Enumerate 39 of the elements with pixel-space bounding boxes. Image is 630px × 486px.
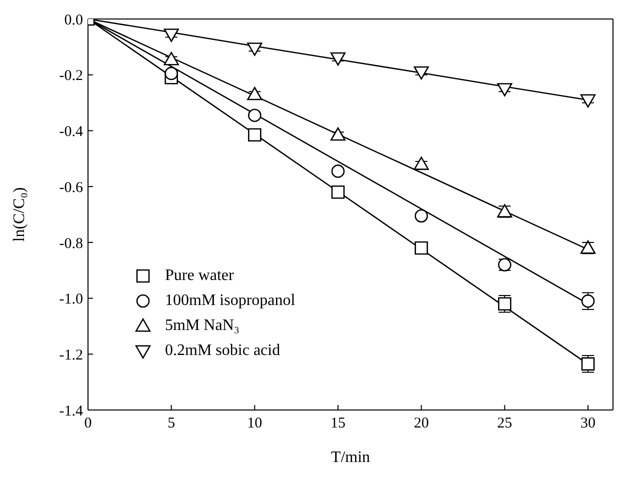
point	[164, 52, 179, 66]
point	[414, 156, 429, 170]
x-axis-title: T/min	[330, 449, 370, 466]
point	[248, 108, 262, 122]
point	[331, 164, 345, 178]
y-tick-label: -0.2	[59, 68, 83, 84]
y-tick-label: 0.0	[64, 12, 83, 28]
y-axis-title: ln(C/C₀)	[11, 187, 28, 242]
x-tick-label: 0	[84, 416, 92, 432]
point	[247, 86, 262, 100]
legend-label: Pure water	[165, 266, 234, 284]
y-tick-label: -0.8	[59, 236, 83, 252]
point	[414, 241, 428, 255]
point	[247, 42, 262, 56]
point	[164, 28, 179, 42]
point	[497, 83, 512, 96]
y-tick-label: -1.0	[59, 292, 83, 308]
x-tick-label: 10	[247, 416, 262, 432]
point	[498, 297, 512, 311]
x-tick-label: 25	[497, 416, 512, 432]
point	[331, 186, 345, 199]
legend-label: 0.2mM sobic acid	[165, 342, 280, 360]
x-tick-label: 20	[414, 416, 429, 432]
y-tick-label: -1.2	[59, 347, 83, 364]
legend-label: 5mM NaN₃	[165, 316, 240, 334]
point	[248, 128, 262, 142]
point	[414, 209, 428, 223]
y-tick-label: -1.4	[59, 403, 84, 420]
y-tick-label: -0.4	[59, 124, 84, 140]
x-tick-label: 5	[168, 416, 176, 432]
point	[164, 66, 178, 80]
x-tick-label: 30	[580, 416, 596, 432]
x-tick-label: 15	[330, 416, 346, 432]
legend-label: 100mM isopropanol	[165, 292, 296, 310]
point	[414, 66, 429, 80]
y-tick-label: -0.6	[59, 180, 84, 196]
point	[330, 127, 346, 141]
point	[580, 94, 596, 108]
point	[330, 52, 346, 66]
